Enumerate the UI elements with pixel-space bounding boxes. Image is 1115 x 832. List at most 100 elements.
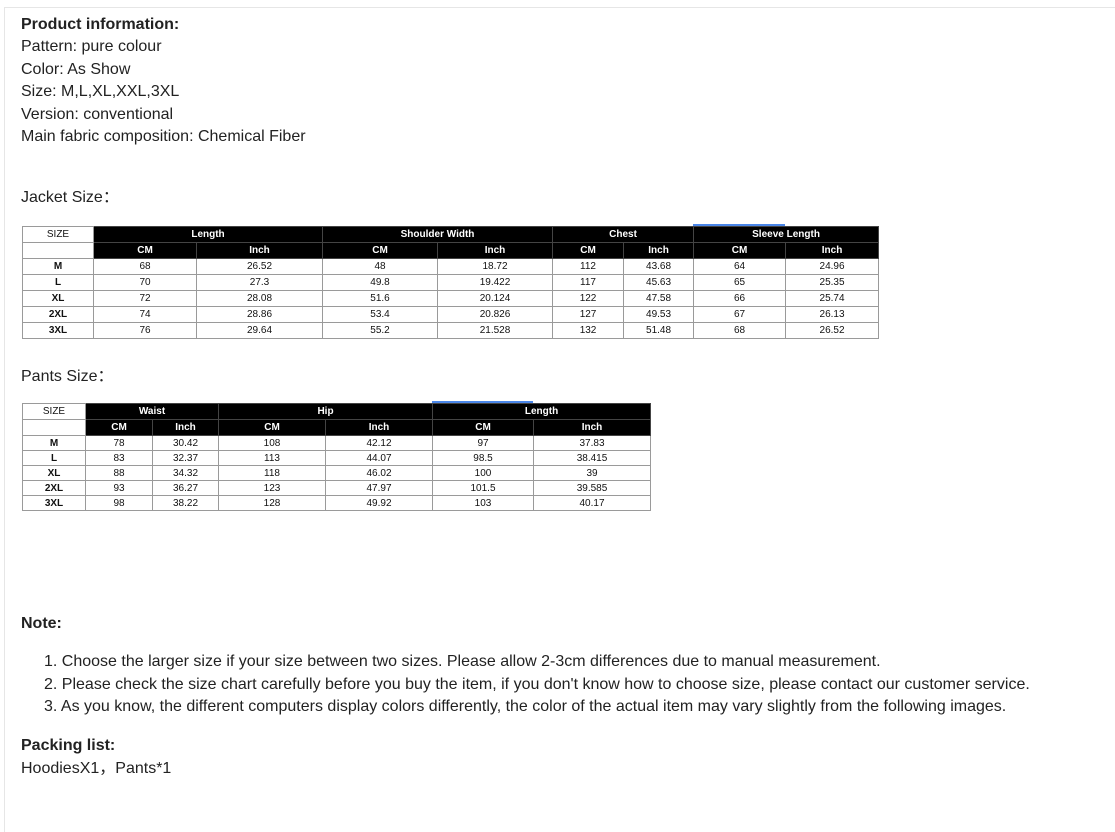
unit-header: Inch xyxy=(623,242,695,259)
value-cell: 88 xyxy=(85,465,153,481)
size-cell: L xyxy=(22,450,86,466)
value-cell: 37.83 xyxy=(533,435,652,451)
table-row: L 70 27.3 49.8 19.422 117 45.63 65 25.35 xyxy=(22,274,880,291)
jacket-size-title: Jacket Size： xyxy=(21,189,119,206)
size-cell: XL xyxy=(22,465,86,481)
value-cell: 42.12 xyxy=(324,435,434,451)
value-cell: 74 xyxy=(93,306,197,323)
group-header-row: SIZE Waist Hip Length xyxy=(22,403,652,420)
table-row: 2XL 93 36.27 123 47.97 101.5 39.585 xyxy=(22,480,652,496)
value-cell: 24.96 xyxy=(785,258,880,275)
value-cell: 18.72 xyxy=(437,258,554,275)
note-item: 3. As you know, the different computers … xyxy=(44,698,1007,715)
value-cell: 68 xyxy=(93,258,197,275)
value-cell: 49.53 xyxy=(623,306,695,323)
page-frame xyxy=(4,7,1115,832)
value-cell: 51.6 xyxy=(322,290,439,307)
product-info-size: Size: M,L,XL,XXL,3XL xyxy=(21,83,180,100)
value-cell: 39.585 xyxy=(533,480,652,496)
selection-indicator xyxy=(432,401,533,403)
value-cell: 103 xyxy=(432,495,535,511)
value-cell: 53.4 xyxy=(322,306,439,323)
value-cell: 98 xyxy=(85,495,153,511)
product-info-fabric: Main fabric composition: Chemical Fiber xyxy=(21,128,306,145)
value-cell: 38.22 xyxy=(152,495,219,511)
value-cell: 98.5 xyxy=(432,450,535,466)
selection-indicator xyxy=(693,224,785,226)
unit-header-row: CM Inch CM Inch CM Inch CM Inch xyxy=(22,242,880,259)
value-cell: 28.86 xyxy=(195,306,324,323)
group-header: Hip xyxy=(217,403,434,420)
value-cell: 46.02 xyxy=(324,465,434,481)
value-cell: 49.92 xyxy=(324,495,434,511)
value-cell: 122 xyxy=(552,290,625,307)
value-cell: 21.528 xyxy=(437,322,554,339)
value-cell: 51.48 xyxy=(623,322,695,339)
size-cell: 2XL xyxy=(22,480,86,496)
value-cell: 40.17 xyxy=(533,495,652,511)
group-header: Shoulder Width xyxy=(322,226,554,243)
value-cell: 118 xyxy=(218,465,326,481)
value-cell: 78 xyxy=(85,435,153,451)
table-row: 3XL 76 29.64 55.2 21.528 132 51.48 68 26.52 xyxy=(22,322,880,339)
value-cell: 65 xyxy=(693,274,787,291)
packing-list-heading: Packing list: xyxy=(21,737,116,754)
value-cell: 48 xyxy=(322,258,439,275)
value-cell: 67 xyxy=(693,306,787,323)
pants-size-title: Pants Size： xyxy=(21,368,114,385)
value-cell: 64 xyxy=(693,258,787,275)
value-cell: 101.5 xyxy=(432,480,535,496)
packing-list-content: HoodiesX1，Pants*1 xyxy=(21,760,172,777)
unit-header: CM xyxy=(552,242,625,259)
unit-header: CM xyxy=(693,242,787,259)
value-cell: 20.124 xyxy=(437,290,554,307)
size-header: SIZE xyxy=(22,226,94,243)
value-cell: 38.415 xyxy=(533,450,652,466)
value-cell: 113 xyxy=(218,450,326,466)
value-cell: 25.35 xyxy=(785,274,880,291)
pants-size-table: SIZE Waist Hip Length CM Inch CM Inch CM Inch M 78 3… xyxy=(22,403,652,511)
size-cell: M xyxy=(22,258,94,275)
size-cell: M xyxy=(22,435,86,451)
value-cell: 26.13 xyxy=(785,306,880,323)
table-row: 3XL 98 38.22 128 49.92 103 40.17 xyxy=(22,495,652,511)
jacket-size-table: SIZE Length Shoulder Width Chest Sleeve Leng… xyxy=(22,226,880,339)
value-cell: 44.07 xyxy=(324,450,434,466)
value-cell: 55.2 xyxy=(322,322,439,339)
note-item: 1. Choose the larger size if your size b… xyxy=(44,653,881,670)
value-cell: 72 xyxy=(93,290,197,307)
value-cell: 100 xyxy=(432,465,535,481)
unit-header: Inch xyxy=(785,242,880,259)
table-row: XL 88 34.32 118 46.02 100 39 xyxy=(22,465,652,481)
value-cell: 97 xyxy=(432,435,535,451)
unit-header: CM xyxy=(85,419,153,436)
value-cell: 26.52 xyxy=(195,258,324,275)
value-cell: 128 xyxy=(218,495,326,511)
value-cell: 29.64 xyxy=(195,322,324,339)
table-row: M 68 26.52 48 18.72 112 43.68 64 24.96 xyxy=(22,258,880,275)
size-cell: 2XL xyxy=(22,306,94,323)
size-cell: 3XL xyxy=(22,322,94,339)
value-cell: 32.37 xyxy=(152,450,219,466)
value-cell: 123 xyxy=(218,480,326,496)
value-cell: 132 xyxy=(552,322,625,339)
value-cell: 39 xyxy=(533,465,652,481)
note-list: 1. Choose the larger size if your size b… xyxy=(44,651,1030,719)
value-cell: 45.63 xyxy=(623,274,695,291)
value-cell: 83 xyxy=(85,450,153,466)
value-cell: 117 xyxy=(552,274,625,291)
value-cell: 20.826 xyxy=(437,306,554,323)
group-header: Length xyxy=(432,403,652,420)
value-cell: 127 xyxy=(552,306,625,323)
value-cell: 36.27 xyxy=(152,480,219,496)
size-cell: L xyxy=(22,274,94,291)
group-header: Length xyxy=(92,226,324,243)
group-header: Waist xyxy=(85,403,219,420)
value-cell: 108 xyxy=(218,435,326,451)
blank-cell xyxy=(22,242,94,259)
value-cell: 25.74 xyxy=(785,290,880,307)
value-cell: 66 xyxy=(693,290,787,307)
size-header: SIZE xyxy=(22,403,86,420)
value-cell: 47.58 xyxy=(623,290,695,307)
group-header: Chest xyxy=(552,226,695,243)
